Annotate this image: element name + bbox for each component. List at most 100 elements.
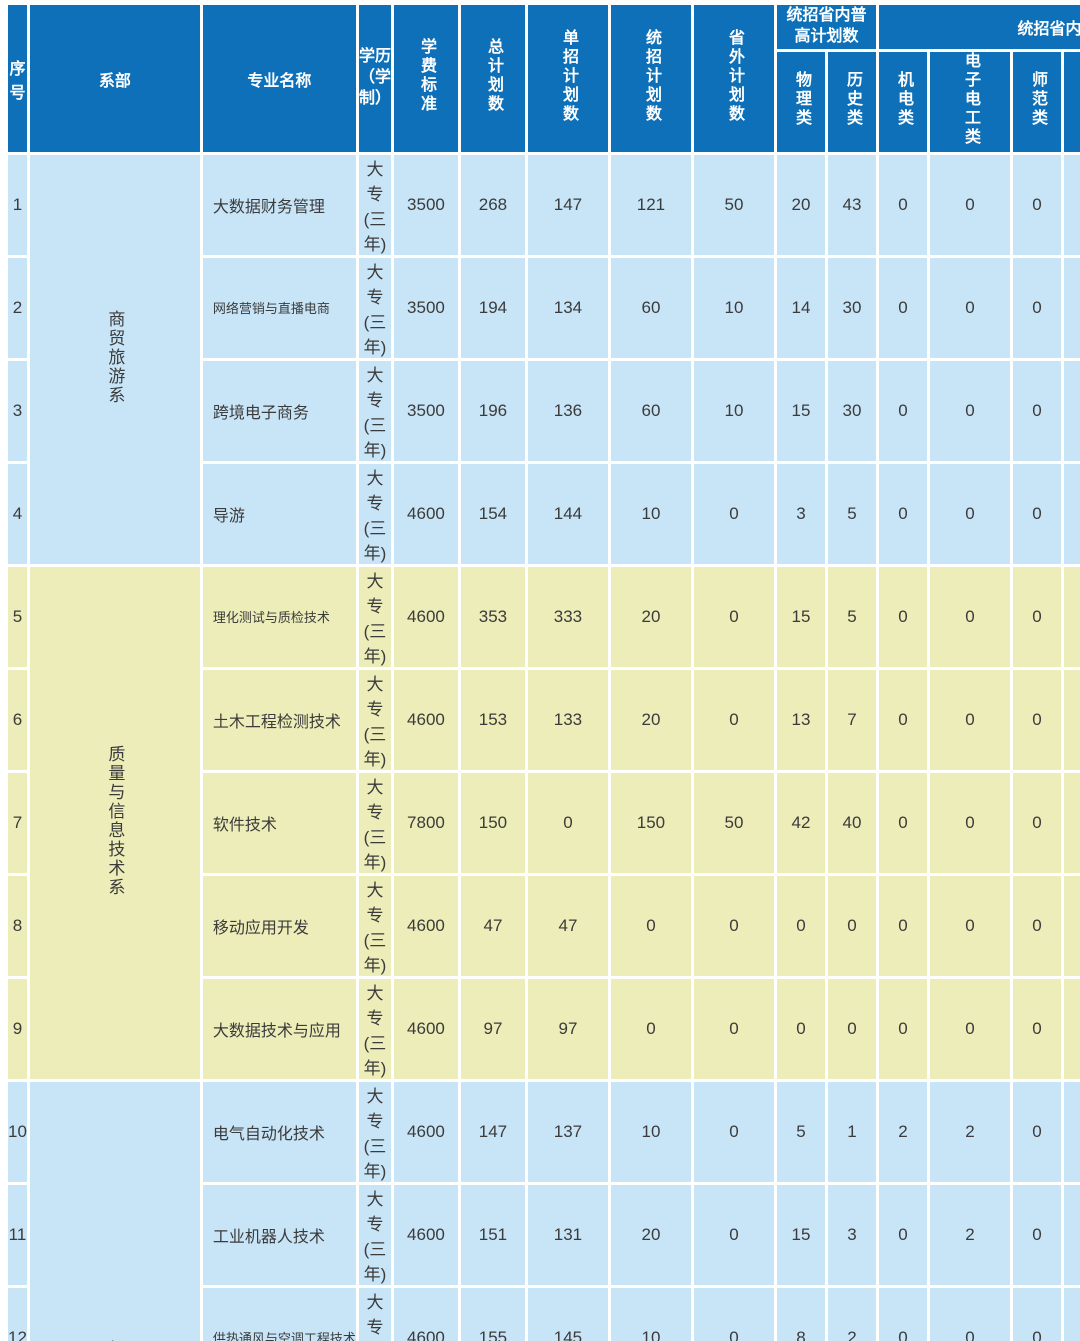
- cell-danzhao: 97: [528, 979, 608, 1079]
- major-cell-text: 软件技术: [213, 817, 277, 834]
- cell-dianzidiangong: 0: [930, 361, 1010, 461]
- cell-jidian: 0: [879, 876, 927, 976]
- cell-shengwai: 50: [694, 155, 774, 255]
- cell-tongzhao-text: 121: [637, 195, 665, 214]
- cell-shengwai-text: 0: [729, 607, 738, 626]
- cell-history-text: 2: [847, 1328, 856, 1341]
- tuition-cell-text: 4600: [407, 710, 445, 729]
- serial-cell: 6: [8, 670, 27, 770]
- serial-cell-text: 10: [8, 1122, 27, 1141]
- cell-jidian: 0: [879, 1288, 927, 1341]
- serial-cell: 10: [8, 1082, 27, 1182]
- cell-shengwai: 50: [694, 773, 774, 873]
- tuition-cell-text: 3500: [407, 298, 445, 317]
- serial-cell: 7: [8, 773, 27, 873]
- department-cell-text: 机电工程系: [106, 1340, 123, 1341]
- cell-physics: 15: [777, 361, 825, 461]
- header-department-text: 系部: [99, 73, 131, 90]
- cell-total-plan-text: 268: [479, 195, 507, 214]
- header-tongzhao-plan-text: 统招计划数: [643, 29, 659, 124]
- cell-dianzidiangong-text: 0: [965, 710, 974, 729]
- cell-caikuai: 0: [1064, 876, 1080, 976]
- cell-dianzidiangong: 0: [930, 464, 1010, 564]
- serial-cell: 1: [8, 155, 27, 255]
- cell-tongzhao-text: 10: [641, 1328, 660, 1341]
- cell-tongzhao: 150: [611, 773, 691, 873]
- cell-total-plan-text: 155: [479, 1328, 507, 1341]
- degree-cell: 大专(三年): [359, 155, 391, 255]
- cell-danzhao-text: 0: [563, 813, 572, 832]
- cell-total-plan-text: 151: [479, 1225, 507, 1244]
- header-electronics-class: 电子电工类: [930, 52, 1010, 152]
- major-cell-text: 土木工程检测技术: [213, 714, 341, 731]
- cell-shengwai-text: 0: [729, 1328, 738, 1341]
- tuition-cell-text: 4600: [407, 1225, 445, 1244]
- degree-cell: 大专(三年): [359, 1082, 391, 1182]
- cell-history-text: 43: [842, 195, 861, 214]
- cell-caikuai: 0: [1064, 979, 1080, 1079]
- major-cell-text: 供热通风与空调工程技术: [213, 1331, 356, 1341]
- cell-caikuai: 0: [1064, 1185, 1080, 1285]
- cell-shifan: 0: [1013, 361, 1061, 461]
- major-cell-text: 工业机器人技术: [213, 1229, 325, 1246]
- cell-jidian-text: 0: [898, 1019, 907, 1038]
- cell-shengwai: 10: [694, 258, 774, 358]
- cell-history: 0: [828, 979, 876, 1079]
- serial-cell: 4: [8, 464, 27, 564]
- serial-cell: 2: [8, 258, 27, 358]
- cell-dianzidiangong: 0: [930, 670, 1010, 770]
- header-serial: 序号: [8, 5, 27, 152]
- tuition-cell: 4600: [394, 1082, 458, 1182]
- cell-danzhao: 131: [528, 1185, 608, 1285]
- cell-shifan-text: 0: [1032, 504, 1041, 523]
- cell-total-plan: 153: [461, 670, 525, 770]
- header-history-class: 历史类: [828, 52, 876, 152]
- cell-total-plan: 147: [461, 1082, 525, 1182]
- cell-history-text: 30: [842, 401, 861, 420]
- cell-shengwai-text: 0: [729, 1122, 738, 1141]
- degree-cell: 大专(三年): [359, 361, 391, 461]
- header-tongzhao-plan: 统招计划数: [611, 5, 691, 152]
- header-pugao-group: 统招省内普 高计划数: [777, 5, 876, 49]
- cell-dianzidiangong: 0: [930, 258, 1010, 358]
- cell-total-plan: 97: [461, 979, 525, 1079]
- header-physics-class: 物理类: [777, 52, 825, 152]
- header-electronics-class-text: 电子电工类: [962, 52, 978, 147]
- cell-caikuai: 8: [1064, 155, 1080, 255]
- serial-cell-text: 6: [13, 710, 22, 729]
- cell-history-text: 1: [847, 1122, 856, 1141]
- major-cell-text: 大数据财务管理: [213, 199, 325, 216]
- degree-cell: 大专(三年): [359, 773, 391, 873]
- major-cell: 大数据技术与应用: [203, 979, 356, 1079]
- cell-shifan: 0: [1013, 670, 1061, 770]
- cell-tongzhao-text: 20: [641, 710, 660, 729]
- cell-dianzidiangong: 0: [930, 876, 1010, 976]
- degree-cell: 大专(三年): [359, 258, 391, 358]
- cell-tongzhao-text: 150: [637, 813, 665, 832]
- cell-physics-text: 42: [791, 813, 810, 832]
- cell-jidian: 0: [879, 464, 927, 564]
- cell-jidian-text: 0: [898, 916, 907, 935]
- cell-shifan: 0: [1013, 464, 1061, 564]
- cell-history: 1: [828, 1082, 876, 1182]
- cell-shengwai-text: 10: [724, 298, 743, 317]
- cell-dianzidiangong-text: 0: [965, 1019, 974, 1038]
- cell-dianzidiangong-text: 0: [965, 504, 974, 523]
- cell-caikuai: 0: [1064, 258, 1080, 358]
- cell-danzhao: 47: [528, 876, 608, 976]
- degree-cell-text: 大专(三年): [364, 778, 387, 872]
- cell-dianzidiangong-text: 0: [965, 607, 974, 626]
- cell-danzhao: 134: [528, 258, 608, 358]
- cell-caikuai: 0: [1064, 361, 1080, 461]
- cell-shifan-text: 0: [1032, 1328, 1041, 1341]
- cell-shengwai: 0: [694, 464, 774, 564]
- cell-jidian-text: 0: [898, 1225, 907, 1244]
- cell-tongzhao: 20: [611, 1185, 691, 1285]
- department-cell: 机电工程系: [30, 1082, 200, 1341]
- cell-physics: 42: [777, 773, 825, 873]
- cell-jidian: 0: [879, 258, 927, 358]
- cell-history-text: 0: [847, 916, 856, 935]
- header-major-name: 专业名称: [203, 5, 356, 152]
- tuition-cell: 4600: [394, 670, 458, 770]
